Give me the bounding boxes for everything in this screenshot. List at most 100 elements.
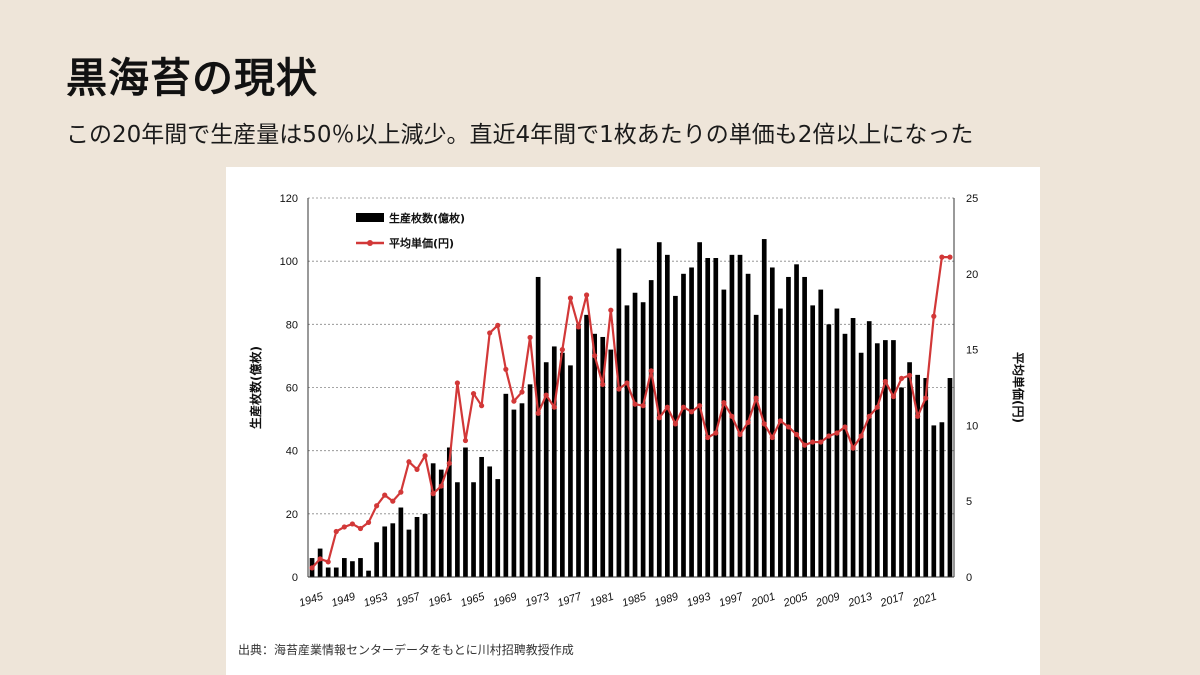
bar-2009	[826, 324, 832, 577]
axes: 0 20 40 60 80 100 120 0 5 10 15 20 25 1945 1949 1953 195…	[248, 193, 1026, 610]
bar-1976	[560, 352, 565, 577]
x-tick-label: 2001	[749, 591, 777, 610]
x-tick-label: 1949	[330, 591, 357, 610]
bar-2002	[769, 267, 775, 577]
x-tick-label: 1969	[491, 591, 518, 610]
x-tick-label: 2013	[846, 590, 875, 610]
price-point-1996	[721, 400, 727, 406]
price-point-1946	[317, 556, 323, 562]
bar-2020	[915, 374, 921, 577]
price-point-1970	[511, 398, 517, 404]
price-point-1994	[705, 434, 711, 441]
price-point-1971	[519, 389, 525, 395]
bar-1999	[745, 273, 751, 577]
price-point-1973	[535, 410, 541, 416]
price-point-1962	[446, 460, 452, 466]
price-point-1956	[398, 489, 404, 495]
bar-1979	[584, 314, 589, 577]
bar-1946	[317, 548, 323, 577]
bar-1959	[422, 513, 428, 577]
production-bars	[309, 239, 953, 577]
price-point-1974	[543, 392, 549, 398]
y-left-tick-label: 100	[280, 256, 298, 268]
bar-1987	[648, 280, 654, 577]
chart-card: 0 20 40 60 80 100 120 0 5 10 15 20 25 1945 1949 1953 195…	[226, 167, 1040, 675]
bar-1969	[503, 393, 509, 577]
price-point-1960	[430, 491, 436, 497]
x-tick-label: 1985	[621, 590, 649, 609]
page-subtitle: この20年間で生産量は50％以上減少。直近4年間で1枚あたりの単価も2倍以上にな…	[66, 122, 974, 148]
price-point-1999	[745, 419, 751, 425]
price-point-2009	[826, 433, 832, 439]
bar-1954	[382, 526, 388, 577]
price-point-2011	[842, 424, 848, 430]
price-point-1972	[527, 334, 533, 341]
price-point-2018	[898, 375, 905, 382]
price-point-1954	[382, 492, 388, 498]
price-point-1959	[422, 453, 428, 459]
price-point-1986	[640, 403, 646, 409]
y-left-tick-label: 80	[286, 319, 298, 331]
bar-1963	[455, 482, 460, 577]
price-point-1969	[503, 366, 509, 372]
price-point-1998	[737, 431, 743, 438]
price-point-2003	[777, 418, 783, 424]
y-right-tick-label: 25	[966, 193, 978, 205]
bar-2006	[802, 276, 807, 577]
price-point-1957	[406, 459, 412, 465]
bar-2024	[947, 378, 953, 577]
bar-1972	[527, 384, 533, 577]
bar-1985	[632, 292, 638, 577]
bar-1950	[350, 561, 355, 577]
bar-2019	[907, 362, 912, 577]
price-point-1961	[438, 483, 444, 489]
y-right-tick-label: 20	[966, 269, 978, 281]
price-point-1965	[470, 390, 477, 397]
bar-1970	[511, 409, 517, 577]
x-tick-label: 2009	[813, 591, 841, 610]
bar-1977	[568, 365, 573, 577]
price-point-2017	[890, 393, 897, 400]
y-right-tick-label: 0	[966, 572, 972, 584]
y-left-tick-label: 0	[292, 572, 298, 584]
price-point-1977	[567, 295, 574, 301]
y-left-tick-label: 120	[280, 193, 298, 205]
bar-1964	[463, 447, 468, 577]
price-point-1980	[592, 353, 598, 359]
price-point-1976	[559, 347, 565, 353]
bar-2016	[883, 340, 888, 577]
y-left-tick-label: 20	[286, 509, 298, 521]
production-price-chart: 0 20 40 60 80 100 120 0 5 10 15 20 25 1945 1949 1953 195…	[248, 193, 1026, 610]
price-point-2008	[818, 439, 824, 445]
price-point-1950	[349, 521, 356, 527]
bar-1955	[390, 523, 396, 577]
y-left-axis-title: 生産枚数(億枚)	[248, 346, 263, 429]
price-point-1993	[697, 403, 703, 409]
x-tick-label: 1953	[362, 590, 390, 609]
price-point-1995	[713, 430, 719, 436]
bar-2014	[866, 321, 872, 577]
bar-2022	[931, 425, 937, 577]
x-tick-label: 1977	[556, 590, 584, 609]
bar-1990	[673, 295, 678, 577]
bar-1956	[398, 507, 404, 577]
price-point-2015	[874, 404, 880, 410]
price-point-2023	[939, 254, 945, 260]
bar-1953	[374, 542, 379, 577]
bar-1952	[366, 570, 371, 577]
price-point-1979	[583, 292, 590, 298]
legend-bar-label: 生産枚数(億枚)	[389, 211, 465, 225]
bar-2015	[874, 343, 880, 577]
price-point-1948	[333, 528, 339, 535]
bar-2010	[834, 308, 840, 577]
price-point-1987	[648, 368, 654, 374]
price-point-2004	[785, 424, 792, 430]
legend-line-marker	[367, 240, 373, 246]
y-right-axis-title: 平均単価(円)	[1011, 352, 1026, 423]
bar-1971	[519, 403, 525, 577]
bar-2021	[923, 378, 929, 577]
bar-1966	[479, 456, 484, 577]
x-tick-label: 1961	[427, 591, 454, 610]
bar-1980	[592, 333, 598, 577]
price-point-1975	[551, 404, 557, 410]
